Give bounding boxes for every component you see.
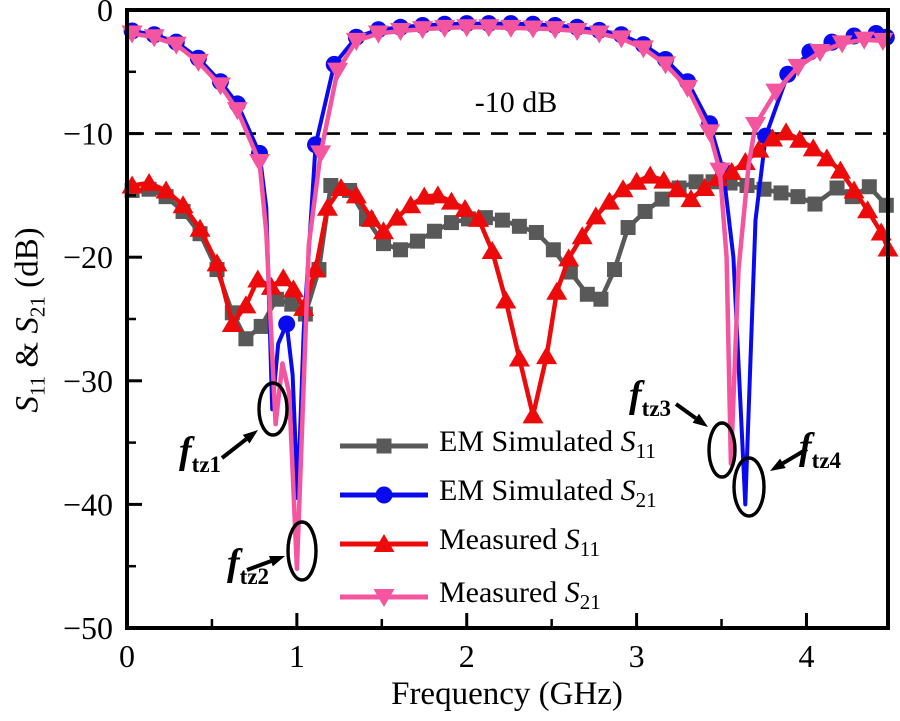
y-label-s11: S xyxy=(9,396,46,413)
legend-swatch-circle-icon xyxy=(338,480,430,510)
legend-item-measured-s11: Measured S11 xyxy=(338,523,600,561)
y-axis-label: S11 & S21 (dB) xyxy=(9,227,50,413)
svg-text:3: 3 xyxy=(629,638,645,674)
svg-text:1: 1 xyxy=(289,638,305,674)
annotation-ftz3-label: ftz3 xyxy=(629,374,672,421)
svg-text:−10: −10 xyxy=(63,116,113,152)
annotation-ftz4-label: ftz4 xyxy=(799,426,842,473)
legend-swatch-triangle-down-icon xyxy=(338,582,430,612)
svg-text:−50: −50 xyxy=(63,610,113,646)
svg-text:−20: −20 xyxy=(63,239,113,275)
legend-swatch-square-icon xyxy=(338,431,430,461)
legend-item-em-sim-s11: EM Simulated S11 xyxy=(338,425,656,463)
legend-swatch-triangle-up-icon xyxy=(338,529,430,559)
annotation-ftz1-label: ftz1 xyxy=(179,430,222,477)
svg-text:4: 4 xyxy=(798,638,814,674)
threshold-label: -10 dB xyxy=(474,86,558,119)
svg-text:2: 2 xyxy=(459,638,475,674)
svg-text:−40: −40 xyxy=(63,486,113,522)
legend-item-em-sim-s21: EM Simulated S21 xyxy=(338,474,657,512)
y-label-s21: S xyxy=(9,317,46,334)
x-axis-label: Frequency (GHz) xyxy=(391,676,623,712)
annotation-ftz2-label: ftz2 xyxy=(227,542,270,589)
svg-text:−30: −30 xyxy=(63,363,113,399)
legend-item-measured-s21: Measured S21 xyxy=(338,576,601,614)
svg-text:0: 0 xyxy=(119,638,135,674)
svg-text:0: 0 xyxy=(97,0,113,28)
